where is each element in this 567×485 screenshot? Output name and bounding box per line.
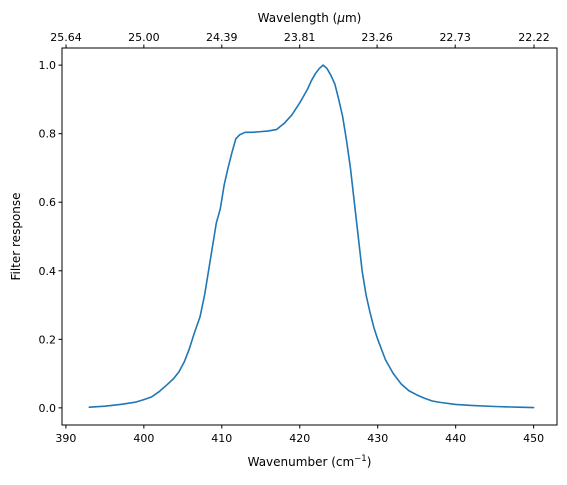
x-axis-title-close: ): [367, 455, 372, 469]
top-tick-label: 23.26: [361, 31, 393, 44]
y-axis: 0.0 0.2 0.4 0.6 0.8 1.0: [39, 59, 62, 415]
x-axis-title-sup: −1: [354, 454, 367, 464]
top-tick-label: 25.64: [50, 31, 82, 44]
x-axis: 390 400 410 420 430 440 450: [55, 425, 544, 445]
x-tick-label: 450: [523, 432, 544, 445]
top-tick-label: 22.22: [518, 31, 550, 44]
x-tick-label: 390: [55, 432, 76, 445]
x-tick-label: 430: [367, 432, 388, 445]
top-tick-label: 22.73: [439, 31, 471, 44]
plot-area: [62, 48, 557, 425]
x-tick-label: 440: [445, 432, 466, 445]
x-tick-label: 410: [211, 432, 232, 445]
y-tick-label: 1.0: [39, 59, 57, 72]
y-tick-label: 0.4: [39, 265, 57, 278]
y-axis-title: Filter response: [9, 192, 23, 280]
top-axis-title-unit: m): [345, 11, 361, 25]
y-tick-label: 0.8: [39, 128, 57, 141]
top-tick-label: 23.81: [284, 31, 316, 44]
y-tick-label: 0.6: [39, 196, 57, 209]
top-axis-title: Wavelength (μm): [258, 11, 362, 25]
x-axis-title: Wavenumber (cm−1): [248, 454, 372, 469]
top-tick-label: 24.39: [206, 31, 238, 44]
top-x-axis: 25.64 25.00 24.39 23.81 23.26 22.73 22.22: [50, 31, 550, 48]
series-group: [88, 64, 535, 409]
x-axis-title-text: Wavenumber (cm: [248, 455, 355, 469]
x-tick-label: 400: [133, 432, 154, 445]
top-tick-label: 25.00: [128, 31, 160, 44]
y-tick-label: 0.0: [39, 402, 57, 415]
top-axis-title-mu: μ: [336, 11, 345, 25]
y-tick-label: 0.2: [39, 333, 57, 346]
top-axis-title-text: Wavelength (: [258, 11, 338, 25]
x-tick-label: 420: [289, 432, 310, 445]
filter-response-line: [88, 64, 535, 409]
plot-frame: [61, 47, 558, 426]
